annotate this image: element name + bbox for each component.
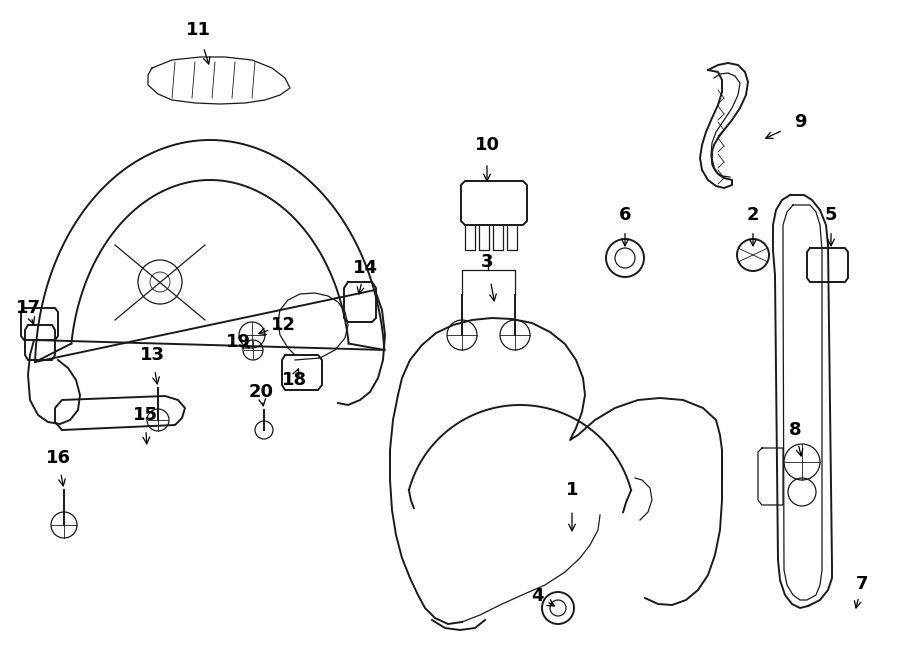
Text: 4: 4 [531, 587, 544, 605]
Text: 1: 1 [566, 481, 578, 499]
Text: 18: 18 [282, 371, 307, 389]
Text: 8: 8 [788, 421, 801, 439]
Text: 5: 5 [824, 206, 837, 224]
Text: 7: 7 [856, 575, 868, 593]
Text: 2: 2 [747, 206, 760, 224]
Text: 15: 15 [132, 406, 157, 424]
Text: 13: 13 [140, 346, 165, 364]
Text: 17: 17 [15, 299, 40, 317]
Text: 10: 10 [474, 136, 500, 154]
Text: 6: 6 [619, 206, 631, 224]
Text: 11: 11 [185, 21, 211, 39]
Text: 12: 12 [271, 316, 295, 334]
Text: 14: 14 [353, 259, 377, 277]
Text: 20: 20 [248, 383, 274, 401]
Text: 3: 3 [481, 253, 493, 271]
Text: 9: 9 [794, 113, 806, 131]
Text: 16: 16 [46, 449, 70, 467]
Text: 19: 19 [226, 333, 250, 351]
